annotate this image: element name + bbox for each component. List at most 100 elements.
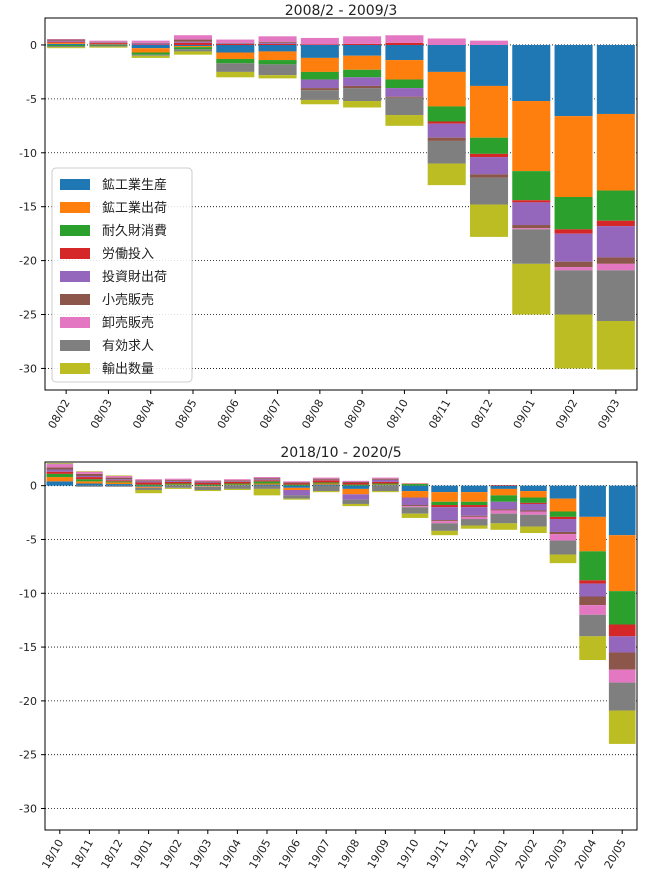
- bar-segment: [385, 88, 424, 97]
- bar-segment: [431, 492, 458, 502]
- bar-segment: [343, 69, 382, 78]
- bar-segment: [520, 502, 547, 504]
- plot-frame: [44, 17, 638, 391]
- bar-segment: [89, 44, 128, 46]
- x-tick-label: 19/09: [365, 837, 392, 871]
- bar-segment: [596, 190, 635, 221]
- bar-segment: [460, 515, 488, 517]
- bar-segment: [427, 44, 466, 72]
- bar-segment: [131, 43, 170, 45]
- bar-segment: [258, 43, 297, 45]
- legend-label: 投資財出荷: [102, 269, 167, 285]
- bar-segment: [549, 534, 577, 541]
- legend-label: 輸出数量: [102, 362, 154, 377]
- x-tick-label: 18/10: [39, 837, 66, 871]
- bar-segment: [579, 580, 606, 584]
- bar-segment: [312, 478, 340, 480]
- bar-segment: [342, 481, 370, 483]
- bar-segment: [258, 44, 297, 52]
- bar-segment: [283, 485, 310, 488]
- x-tick-label: 19/01: [128, 837, 155, 871]
- bar-segment: [608, 624, 636, 637]
- bar-segment: [164, 480, 192, 482]
- bar-segment: [89, 41, 128, 43]
- x-tick-label: 19/12: [454, 837, 481, 871]
- bar-segment: [312, 482, 340, 484]
- bar-segment: [105, 485, 133, 487]
- bar-segment: [89, 42, 128, 44]
- legend-label: 労働投入: [102, 246, 154, 262]
- bar-segment: [46, 477, 74, 482]
- x-tick-label: 09/02: [553, 397, 580, 431]
- bar-segment: [512, 263, 551, 315]
- legend-swatch: [60, 179, 90, 190]
- bar-segment: [427, 123, 466, 138]
- bar-segment: [512, 228, 551, 230]
- bar-segment: [173, 42, 213, 45]
- x-tick-label: 08/04: [130, 397, 157, 431]
- bar-segment: [608, 485, 636, 536]
- bar-segment: [608, 669, 636, 683]
- bar-segment: [258, 41, 297, 43]
- bar-segment: [253, 485, 281, 489]
- bar-segment: [469, 177, 509, 205]
- bar-segment: [549, 540, 577, 555]
- bar-segment: [596, 257, 635, 264]
- bar-segment: [253, 480, 281, 482]
- y-tick-label: -5: [26, 93, 37, 106]
- bar-segment: [490, 485, 518, 489]
- bar-segment: [224, 483, 251, 485]
- bar-segment: [135, 486, 162, 488]
- bar-segment: [372, 478, 399, 480]
- legend-swatch: [60, 294, 90, 305]
- bar-segment: [512, 225, 551, 229]
- legend-box: [51, 167, 193, 383]
- bar-segment: [401, 497, 429, 506]
- bar-segment: [385, 79, 424, 89]
- bar-segment: [135, 487, 162, 490]
- bar-segment: [300, 99, 339, 105]
- bar-segment: [401, 507, 429, 514]
- bar-segment: [579, 596, 606, 606]
- bar-segment: [460, 507, 488, 516]
- bar-segment: [300, 71, 339, 80]
- bar-segment: [385, 60, 424, 80]
- bar-segment: [608, 710, 636, 744]
- bar-segment: [512, 202, 551, 226]
- bar-segment: [216, 42, 255, 44]
- bar-segment: [596, 270, 635, 321]
- bar-segment: [385, 42, 424, 45]
- bar-segment: [427, 163, 466, 186]
- legend-swatch: [60, 202, 90, 213]
- bar-segment: [131, 40, 170, 43]
- bar-segment: [520, 503, 547, 511]
- bar-segment: [554, 116, 593, 197]
- bar-segment: [490, 513, 518, 524]
- bar-segment: [283, 483, 310, 485]
- bar-segment: [512, 171, 551, 201]
- bar-segment: [258, 51, 297, 61]
- bar-segment: [431, 505, 458, 508]
- bar-segment: [46, 469, 74, 472]
- bar-segment: [342, 503, 370, 507]
- bar-segment: [224, 485, 251, 486]
- x-tick-label: 19/04: [217, 837, 244, 871]
- x-tick-label: 08/02: [46, 397, 73, 431]
- bar-segment: [76, 471, 103, 474]
- bar-segment: [520, 526, 547, 534]
- x-tick-label: 18/11: [69, 837, 96, 871]
- bar-segment: [135, 489, 162, 494]
- bar-segment: [47, 43, 86, 45]
- y-tick-label: -25: [19, 749, 37, 762]
- bar-segment: [460, 516, 488, 520]
- bar-segment: [135, 480, 162, 482]
- bar-segment: [490, 488, 518, 496]
- bar-segment: [372, 481, 399, 484]
- bar-segment: [164, 484, 192, 486]
- bar-segment: [253, 484, 281, 486]
- bar-segment: [300, 79, 339, 89]
- bar-segment: [554, 44, 593, 117]
- legend-label: 鉱工業生産: [102, 177, 167, 193]
- bar-segment: [194, 482, 222, 483]
- bar-segment: [312, 484, 340, 486]
